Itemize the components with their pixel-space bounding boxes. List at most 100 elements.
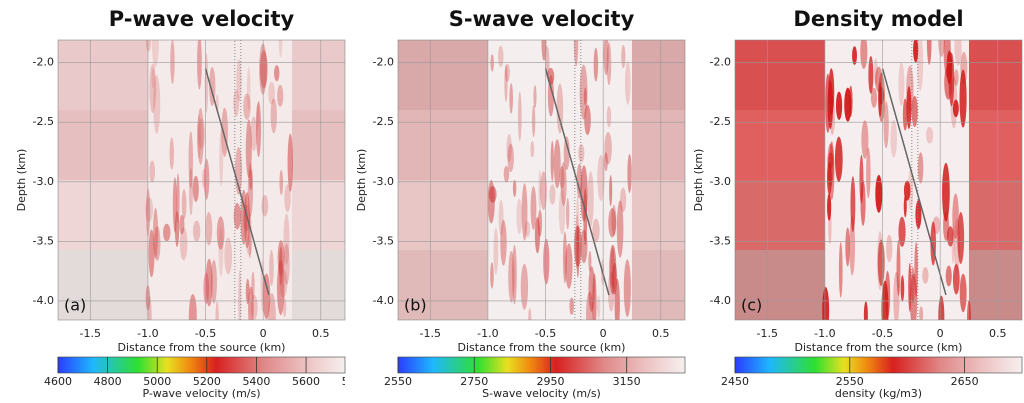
- streak: [509, 83, 513, 114]
- streak: [896, 239, 901, 296]
- colorbar-tick-label: 4600: [44, 375, 72, 388]
- streak: [247, 162, 254, 218]
- streak: [248, 286, 254, 320]
- streak: [565, 243, 573, 289]
- streak: [283, 213, 290, 265]
- x-axis-title: Distance from the source (km): [795, 341, 963, 354]
- y-tick-label: -3.5: [33, 234, 54, 247]
- streak: [902, 98, 908, 131]
- streak: [866, 147, 871, 199]
- streak: [627, 153, 632, 193]
- streak: [959, 69, 967, 128]
- x-tick-label: -1.0: [137, 327, 158, 340]
- streak: [868, 55, 874, 94]
- streak: [616, 200, 624, 258]
- streak: [219, 130, 224, 187]
- streak: [151, 67, 155, 89]
- streak: [276, 260, 285, 316]
- streak: [609, 175, 613, 207]
- streak: [533, 85, 537, 108]
- streak: [623, 259, 631, 317]
- colorbar-tick-label: 5400: [242, 375, 270, 388]
- streak: [245, 278, 250, 305]
- streak: [835, 91, 843, 120]
- streak: [520, 263, 529, 310]
- colorbar-tick-label: 5600: [292, 375, 320, 388]
- streak: [279, 169, 284, 196]
- streak: [543, 238, 550, 285]
- streak: [531, 105, 536, 138]
- streak: [911, 95, 918, 128]
- streak: [926, 40, 932, 65]
- x-tick-label: -1.5: [420, 327, 441, 340]
- panel-label: (b): [404, 296, 427, 315]
- y-tick-label: -3.0: [710, 175, 731, 188]
- colorbar-label: P-wave velocity (m/s): [142, 387, 260, 400]
- streak: [188, 167, 193, 216]
- colorbar-tick-label: 5800: [342, 375, 370, 388]
- streak: [943, 210, 950, 241]
- streak: [875, 174, 883, 213]
- streak: [210, 259, 217, 304]
- streak: [560, 161, 567, 207]
- streak: [580, 229, 588, 264]
- colorbar-tick-label: 2950: [536, 375, 564, 388]
- streak: [145, 197, 154, 222]
- y-tick-label: -3.5: [373, 234, 394, 247]
- streak: [277, 84, 284, 107]
- y-tick-label: -4.0: [710, 294, 731, 307]
- streak: [834, 136, 843, 182]
- x-tick-label: 0.5: [989, 327, 1007, 340]
- colorbar-tick-label: 5000: [143, 375, 171, 388]
- streak: [848, 85, 853, 117]
- field: [735, 40, 1022, 320]
- streak: [521, 183, 528, 241]
- colorbar-tick-label: 2750: [460, 375, 488, 388]
- streak: [154, 225, 161, 261]
- streak: [873, 58, 878, 86]
- streak: [586, 291, 594, 320]
- streak: [919, 306, 924, 320]
- y-axis-title: Depth (km): [15, 149, 28, 212]
- streak: [530, 186, 537, 231]
- streak: [233, 89, 240, 117]
- streak: [877, 239, 885, 286]
- streak: [579, 64, 588, 120]
- streak: [603, 40, 609, 76]
- streak: [886, 234, 893, 263]
- well-trace: [234, 40, 242, 320]
- streak: [151, 40, 160, 68]
- y-tick-label: -3.5: [710, 234, 731, 247]
- y-tick-label: -2.0: [33, 56, 54, 69]
- streak: [612, 262, 618, 295]
- streak: [827, 152, 834, 169]
- streak: [236, 59, 242, 102]
- streak: [596, 295, 601, 320]
- streak: [587, 171, 594, 227]
- streak: [883, 101, 889, 149]
- streak: [279, 269, 288, 298]
- streak: [192, 175, 199, 202]
- streak: [528, 308, 532, 320]
- streak: [249, 169, 253, 190]
- well-trace: [911, 40, 919, 320]
- streak: [145, 40, 152, 52]
- streak: [583, 87, 587, 106]
- streak: [287, 133, 294, 192]
- streak: [283, 243, 290, 285]
- x-tick-label: -0.5: [535, 327, 556, 340]
- colorbar-tick-label: 4800: [94, 375, 122, 388]
- streak: [245, 119, 252, 178]
- streak: [524, 221, 531, 238]
- streak: [537, 209, 543, 237]
- colorbar-tick-label: 5200: [193, 375, 221, 388]
- streak: [938, 295, 945, 320]
- well-trace: [574, 40, 582, 320]
- streak: [859, 154, 864, 204]
- streak: [838, 241, 843, 298]
- streak: [197, 40, 202, 90]
- streak: [915, 200, 922, 229]
- y-axis-title: Depth (km): [355, 149, 368, 212]
- streak: [244, 192, 251, 249]
- x-tick-label: -1.5: [757, 327, 778, 340]
